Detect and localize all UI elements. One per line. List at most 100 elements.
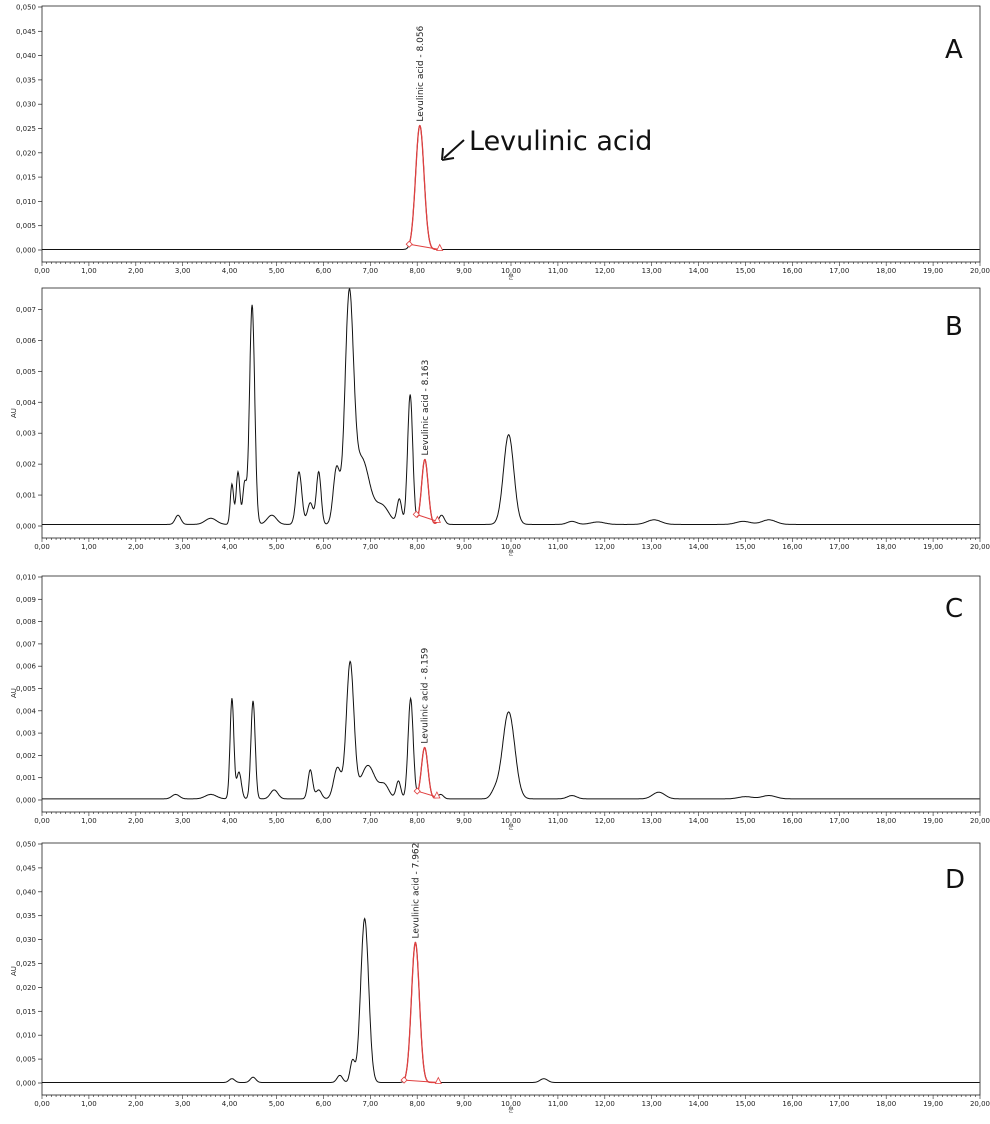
chromatogram-trace (42, 917, 980, 1083)
x-tick-label: 4,00 (222, 543, 238, 551)
y-tick-label: 0,050 (16, 841, 36, 849)
levulinic-acid-callout: Levulinic acid (441, 126, 652, 161)
y-tick-label: 0,005 (16, 368, 36, 376)
y-tick-label: 0,000 (16, 797, 36, 805)
x-tick-label: 18,00 (876, 817, 896, 825)
x-tick-label: 9,00 (456, 543, 472, 551)
panel-b: B AU 0,0000,0010,0020,0030,0040,0050,006… (10, 287, 990, 557)
x-tick-label: 13,00 (642, 267, 662, 275)
panel-d: D AU 0,000 0,005 0,010 0,015 0,020 0,025 0,030… (10, 841, 990, 1115)
y-tick-label: 0,025 (16, 960, 36, 968)
x-tick-label: 7,00 (363, 1100, 379, 1108)
x-tick-label: 14,00 (689, 267, 709, 275)
x-tick-label: 13,00 (642, 1100, 662, 1108)
y-tick-label: 0,000 (16, 1080, 36, 1088)
x-tick-label: 9,00 (456, 1100, 472, 1108)
x-tick-label: 0,00 (34, 543, 50, 551)
y-tick-label: 0,045 (16, 864, 36, 872)
x-tick-label: 5,00 (269, 817, 285, 825)
plot-frame-d (41, 842, 981, 1096)
x-tick-label: 2,00 (128, 543, 144, 551)
panel-label-c: C (945, 594, 963, 624)
levulinic-acid-peak (416, 746, 438, 799)
x-tick-label: 7,00 (363, 817, 379, 825)
x-tick-label: 0,00 (34, 1100, 50, 1108)
x-tick-label: 7,00 (363, 267, 379, 275)
peak-start-marker (400, 1076, 408, 1084)
x-tick-label: 19,00 (923, 543, 943, 551)
x-tick-label: 2,00 (128, 1100, 144, 1108)
y-tick-label: 0,007 (16, 640, 36, 648)
x-axis-unit: 분 (508, 274, 514, 281)
x-tick-label: 15,00 (735, 543, 755, 551)
x-tick-label: 16,00 (782, 543, 802, 551)
x-tick-label: 4,00 (222, 817, 238, 825)
y-tick-label: 0,045 (16, 28, 36, 36)
x-tick-label: 6,00 (316, 543, 332, 551)
x-tick-label: 16,00 (782, 267, 802, 275)
chromatogram-trace (42, 660, 980, 800)
peak-start-marker (412, 510, 420, 518)
x-tick-label: 8,00 (409, 267, 425, 275)
x-tick-label: 14,00 (689, 543, 709, 551)
y-tick-label: 0,004 (16, 707, 37, 715)
x-tick-label: 17,00 (829, 1100, 849, 1108)
panel-label-b: B (945, 312, 963, 342)
y-tick-label: 0,000 (16, 247, 36, 255)
y-tick-label: 0,005 (16, 222, 36, 230)
peak-start-marker (405, 240, 413, 248)
y-tick-label: 0,020 (16, 149, 36, 157)
x-tick-label: 3,00 (175, 1100, 191, 1108)
x-tick-label: 8,00 (409, 1100, 425, 1108)
y-tick-label: 0,007 (16, 306, 36, 314)
y-tick-label: 0,010 (16, 198, 36, 206)
y-tick-label: 0,005 (16, 1056, 36, 1064)
x-tick-label: 16,00 (782, 817, 802, 825)
x-tick-label: 9,00 (456, 817, 472, 825)
x-tick-label: 5,00 (269, 1100, 285, 1108)
x-tick-label: 18,00 (876, 543, 896, 551)
x-tick-label: 17,00 (829, 543, 849, 551)
y-axis-label-c: AU (10, 688, 18, 698)
panel-label-a: A (945, 35, 963, 65)
plot-frame-c (41, 575, 981, 813)
x-tick-label: 3,00 (175, 543, 191, 551)
panel-c: C AU 0,0000,0010,0020,0030,0040,0050,006… (10, 574, 990, 832)
x-tick-label: 13,00 (642, 543, 662, 551)
x-tick-label: 2,00 (128, 267, 144, 275)
x-tick-label: 17,00 (829, 267, 849, 275)
y-tick-label: 0,003 (16, 730, 36, 738)
x-tick-label: 12,00 (595, 543, 615, 551)
panel-a: A 0,000 0,005 0,010 0,015 0,020 0,025 0,030 0,0… (16, 4, 990, 282)
y-tick-label: 0,008 (16, 618, 36, 626)
x-tick-label: 8,00 (409, 543, 425, 551)
x-tick-label: 15,00 (735, 1100, 755, 1108)
x-tick-label: 6,00 (316, 817, 332, 825)
x-tick-label: 3,00 (175, 817, 191, 825)
x-tick-label: 19,00 (923, 817, 943, 825)
levulinic-acid-peak (415, 458, 438, 524)
peak-end-marker (433, 791, 441, 799)
x-tick-label: 17,00 (829, 817, 849, 825)
y-axis-label-d: AU (10, 966, 18, 976)
y-tick-label: 0,003 (16, 430, 36, 438)
y-tick-label: 0,035 (16, 76, 36, 84)
y-tick-label: 0,015 (16, 174, 36, 182)
y-tick-label: 0,001 (16, 492, 36, 500)
x-tick-label: 5,00 (269, 543, 285, 551)
x-tick-label: 13,00 (642, 817, 662, 825)
x-tick-label: 6,00 (316, 1100, 332, 1108)
peak-baseline (404, 1079, 439, 1084)
plot-frame-a (41, 5, 981, 263)
x-tick-label: 11,00 (548, 1100, 568, 1108)
x-tick-label: 10,00 (501, 1100, 521, 1108)
peak-baseline (409, 243, 440, 251)
peak-label: Levulinic acid - 8.056 (416, 25, 426, 121)
peak-baseline (416, 513, 438, 522)
x-tick-label: 16,00 (782, 1100, 802, 1108)
x-tick-label: 9,00 (456, 267, 472, 275)
levulinic-acid-peak (408, 124, 440, 251)
y-tick-label: 0,015 (16, 1008, 36, 1016)
y-tick-label: 0,030 (16, 101, 36, 109)
